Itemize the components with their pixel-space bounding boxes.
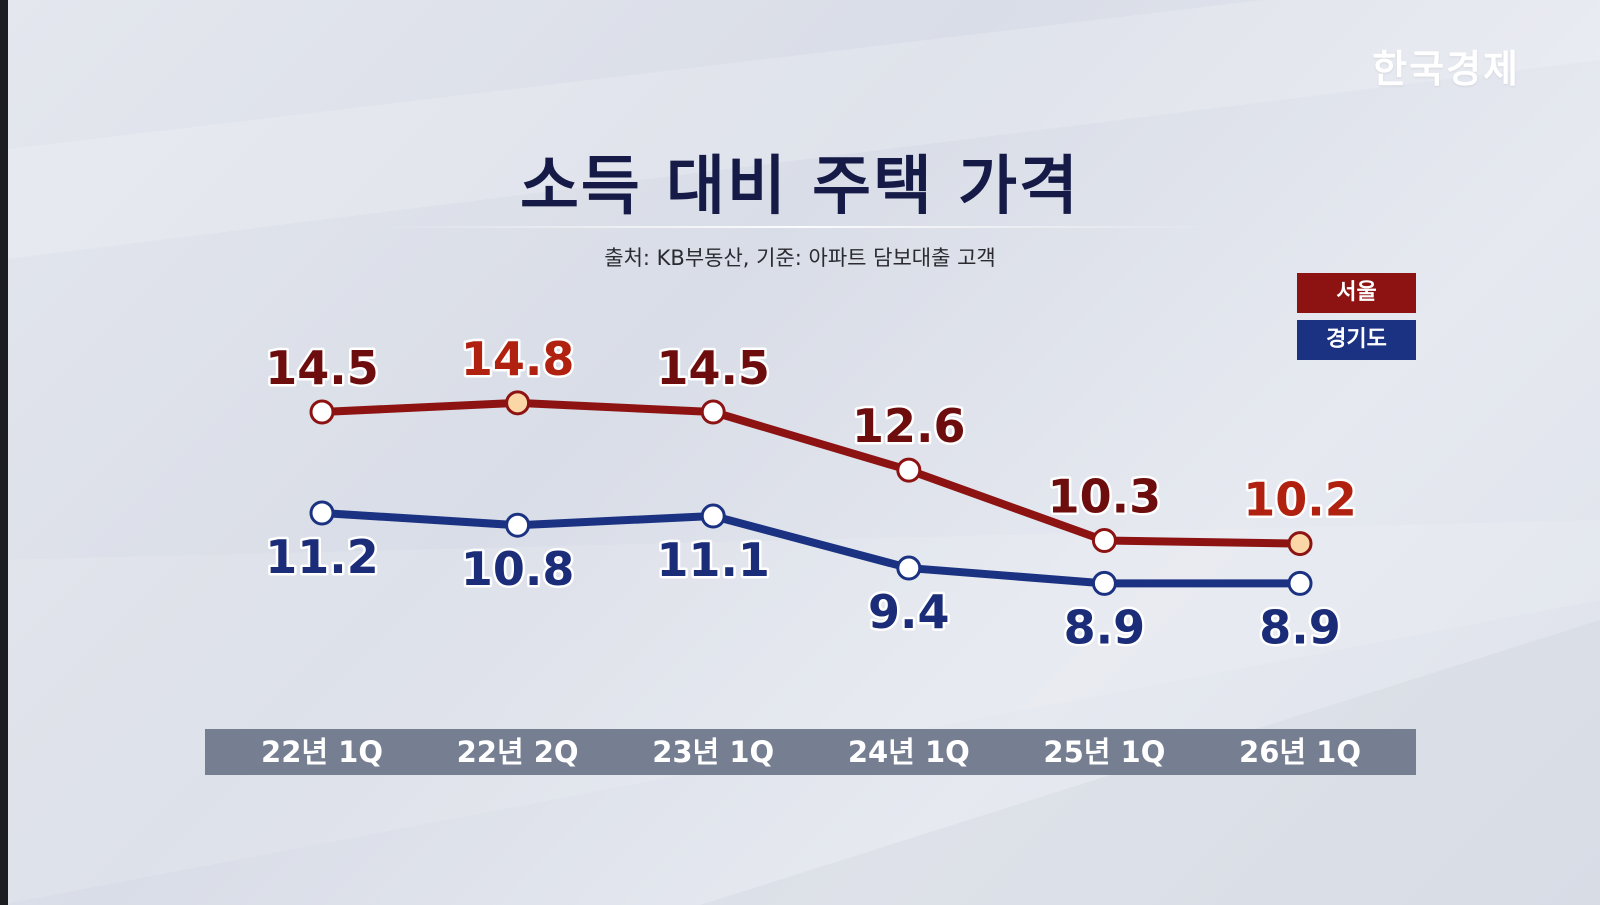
broadcaster-logo: 한국경제 — [1372, 46, 1520, 91]
data-point-seoul — [505, 390, 531, 416]
data-label-seoul: 14.5 — [656, 341, 770, 395]
source-note: 출처: KB부동산, 기준: 아파트 담보대출 고객 — [604, 246, 996, 270]
data-point-seoul — [1091, 528, 1117, 554]
data-point-seoul — [896, 457, 922, 483]
x-tick-label: 23년 1Q — [652, 735, 774, 769]
data-label-seoul: 14.8 — [461, 332, 575, 386]
chart-title: 소득 대비 주택 가격 — [520, 150, 1080, 224]
x-tick-label: 26년 1Q — [1239, 735, 1361, 769]
data-point-gyeonggi — [896, 555, 922, 581]
data-label-gyeonggi: 9.4 — [868, 585, 950, 639]
data-label-gyeonggi: 8.9 — [1259, 600, 1341, 654]
x-tick-label: 22년 2Q — [457, 735, 579, 769]
data-label-gyeonggi: 11.1 — [656, 533, 770, 587]
data-label-gyeonggi: 11.2 — [265, 530, 379, 584]
data-label-seoul: 10.2 — [1243, 473, 1357, 527]
legend-seoul: 서울 — [1297, 273, 1416, 313]
legend-gyeonggi: 경기도 — [1297, 320, 1416, 360]
data-point-gyeonggi — [700, 503, 726, 529]
x-axis-bar — [205, 729, 1416, 775]
data-label-seoul: 14.5 — [265, 341, 379, 395]
x-tick-label: 22년 1Q — [261, 735, 383, 769]
title-underline — [380, 226, 1220, 228]
data-point-gyeonggi — [1091, 570, 1117, 596]
series-line-gyeonggi — [318, 508, 1304, 588]
x-tick-label: 24년 1Q — [848, 735, 970, 769]
data-point-seoul — [309, 399, 335, 425]
data-point-gyeonggi — [505, 512, 531, 538]
data-label-seoul: 12.6 — [852, 399, 966, 453]
x-tick-label: 25년 1Q — [1043, 735, 1165, 769]
series-line-seoul — [318, 398, 1304, 548]
data-point-gyeonggi — [309, 500, 335, 526]
data-point-seoul — [700, 399, 726, 425]
left-edge-strip — [0, 0, 8, 905]
data-point-seoul — [1287, 531, 1313, 557]
data-label-seoul: 10.3 — [1048, 470, 1162, 524]
data-label-gyeonggi: 10.8 — [461, 542, 575, 596]
data-point-gyeonggi — [1287, 570, 1313, 596]
data-label-gyeonggi: 8.9 — [1064, 600, 1146, 654]
